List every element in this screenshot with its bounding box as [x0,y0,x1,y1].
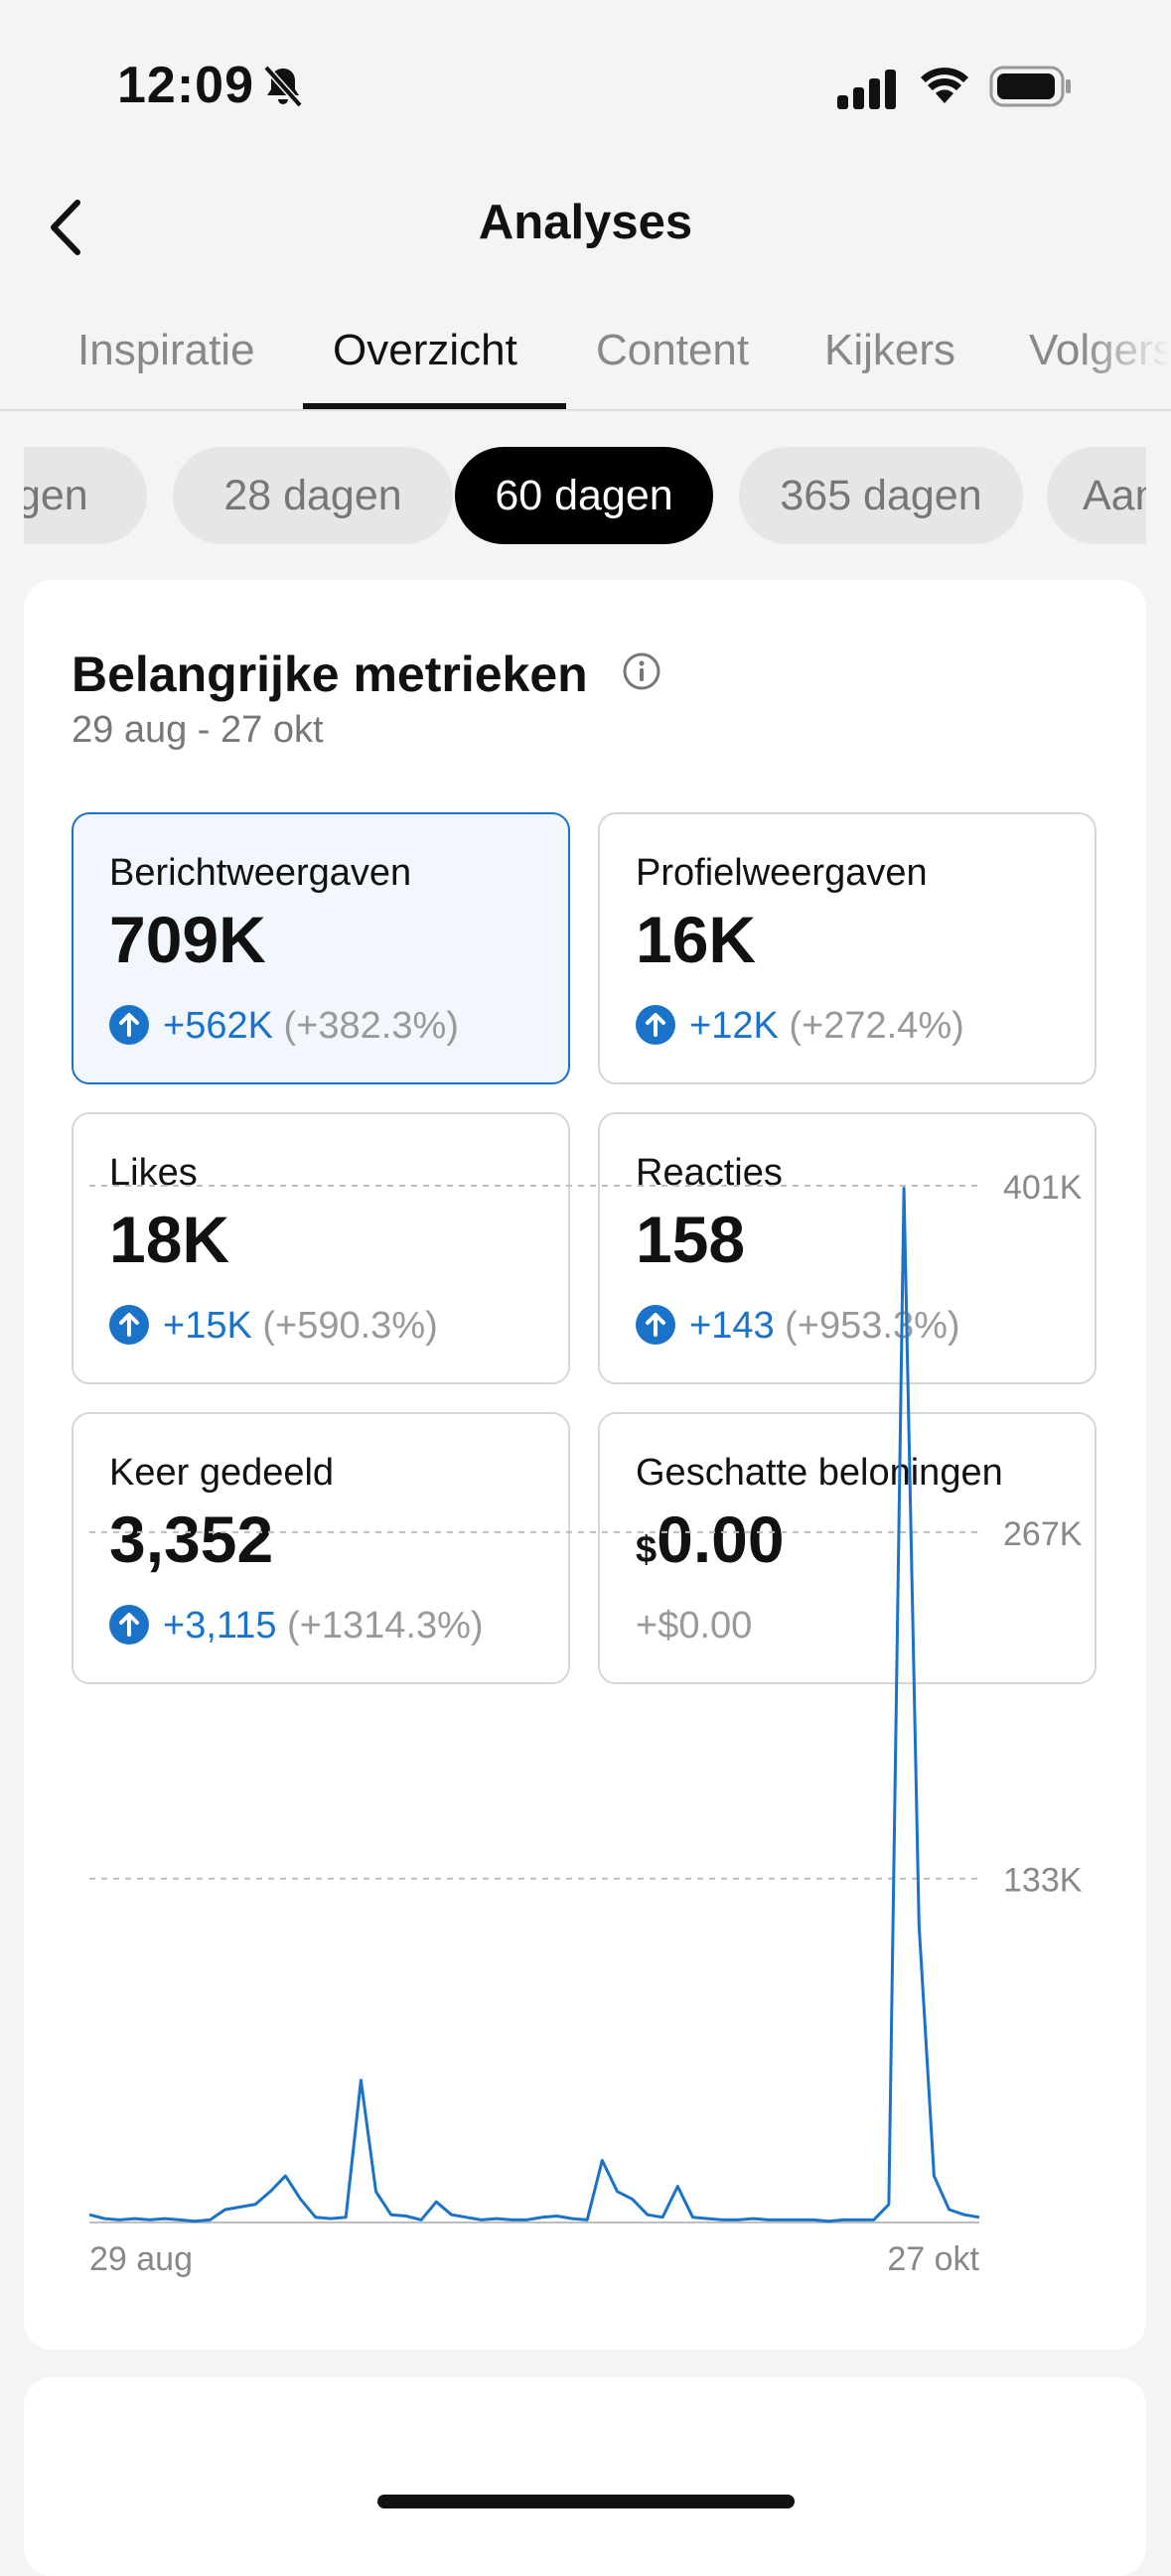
metric-value-number: 0.00 [657,1503,785,1576]
tab-inspiratie[interactable]: Inspiratie [77,326,255,374]
date-range: 29 aug - 27 okt [72,709,324,751]
status-bar: 12:09 [0,0,1171,149]
metric-delta: +$0.00 [636,1605,753,1646]
tab-kijkers[interactable]: Kijkers [824,326,956,374]
metric-delta-pct: (+953.3%) [785,1305,960,1347]
metric-value: 18K [109,1203,230,1276]
metric-delta-pct: (+1314.3%) [287,1605,484,1646]
metric-delta-pct: (+382.3%) [283,1005,459,1047]
metric-delta-value: +3,115 [163,1605,277,1646]
metric-post-views[interactable]: Berichtweergaven 709K +562K (+382.3%) [72,812,570,1084]
wifi-icon [921,68,968,103]
metric-value: 16K [636,903,757,976]
chart-y-tick-label: 401K [1003,1169,1083,1207]
arrow-up-icon [109,1005,149,1045]
page-title: Analyses [478,196,693,249]
metric-shares[interactable]: Keer gedeeld 3,352 +3,115 (+1314.3%) [72,1412,570,1684]
arrow-up-icon [109,1605,149,1645]
range-chips: 7 dagen 28 dagen 60 dagen 365 dagen Aang… [24,447,1146,546]
tab-overzicht[interactable]: Overzicht [333,326,517,374]
metric-delta: +562K (+382.3%) [109,1005,459,1048]
metric-value: $0.00 [636,1502,785,1577]
metric-value: 709K [109,903,266,976]
tab-content[interactable]: Content [596,326,750,374]
metric-delta-value: +15K [163,1305,252,1347]
metric-delta: +3,115 (+1314.3%) [109,1605,484,1647]
status-time: 12:09 [117,57,254,114]
home-indicator [377,2495,795,2508]
metric-delta-value: +143 [689,1305,775,1347]
tab-active-indicator [303,403,566,409]
range-chip-7[interactable]: 7 dagen [24,447,147,544]
metric-value: 3,352 [109,1503,274,1576]
arrow-up-icon [636,1005,675,1045]
chart-x-end-label: 27 okt [887,2240,979,2278]
metric-delta-value: +12K [689,1005,779,1047]
range-chip-60[interactable]: 60 dagen [455,447,713,544]
range-chip-365[interactable]: 365 dagen [739,447,1023,544]
bell-muted-icon [263,65,303,108]
metric-delta-pct: (+590.3%) [262,1305,438,1347]
chart-series-line [88,1187,980,2223]
arrow-up-icon [636,1305,675,1345]
views-line-chart: 401K 267K 133K 29 aug 27 okt [88,1169,1083,2278]
section-title: Belangrijke metrieken [72,646,588,702]
metric-label: Keer gedeeld [109,1452,335,1494]
metric-delta-pct: (+272.4%) [789,1005,964,1047]
chart-x-start-label: 29 aug [89,2240,193,2278]
metric-label: Profielweergaven [636,852,928,894]
metric-comments[interactable]: Reacties 158 +143 (+953.3%) [598,1112,1097,1384]
key-metrics-card: Belangrijke metrieken 29 aug - 27 okt Be… [24,580,1146,2350]
range-chip-28[interactable]: 28 dagen [173,447,453,544]
arrow-up-icon [109,1305,149,1345]
metric-label: Geschatte beloningen [636,1452,1003,1494]
metric-delta: +15K (+590.3%) [109,1305,438,1348]
range-chip-custom[interactable]: Aangepast [1047,447,1146,544]
metric-delta-value: +562K [163,1005,273,1047]
chart-y-tick-label: 133K [1003,1862,1083,1900]
metric-label: Berichtweergaven [109,852,412,894]
info-icon[interactable] [622,651,661,691]
metric-delta: +143 (+953.3%) [636,1305,960,1348]
chart-y-tick-label: 267K [1003,1515,1083,1553]
next-card [24,2377,1146,2576]
metric-estimated-rewards[interactable]: Geschatte beloningen $0.00 +$0.00 [598,1412,1097,1684]
tab-fade [1082,310,1171,409]
battery-icon [989,66,1071,107]
tab-bar: Inspiratie Overzicht Content Kijkers Vol… [0,310,1171,411]
metric-delta: +12K (+272.4%) [636,1005,964,1048]
back-icon[interactable] [40,195,91,260]
metric-likes[interactable]: Likes 18K +15K (+590.3%) [72,1112,570,1384]
currency-symbol: $ [636,1529,658,1571]
cellular-signal-icon [837,70,896,109]
metric-value: 158 [636,1203,746,1276]
metric-profile-views[interactable]: Profielweergaven 16K +12K (+272.4%) [598,812,1097,1084]
